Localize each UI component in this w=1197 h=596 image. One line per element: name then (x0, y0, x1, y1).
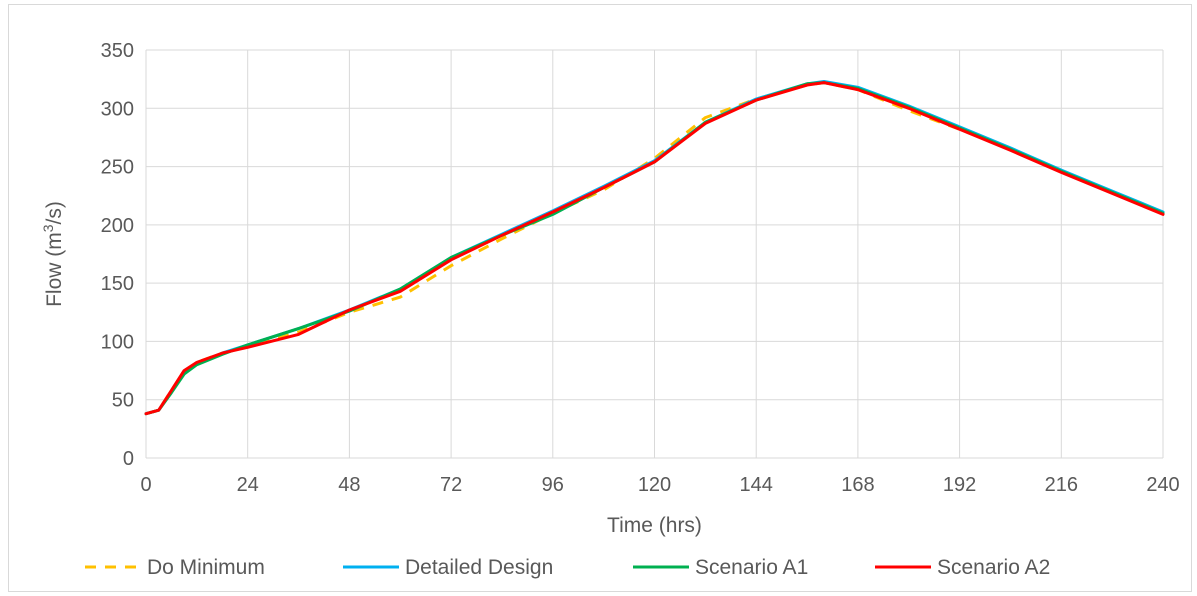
y-tick-label: 50 (112, 390, 134, 412)
y-axis-title-sup: 3 (40, 224, 56, 232)
chart-frame: 0 50 100 150 200 250 300 350 0 24 48 72 96 120 144 168 1… (8, 4, 1192, 592)
axes: 0 50 100 150 200 250 300 350 0 24 48 72 96 120 144 168 1… (101, 40, 1180, 496)
x-axis-title: Time (hrs) (607, 514, 702, 537)
x-tick-label: 144 (740, 474, 773, 496)
legend-label: Detailed Design (405, 556, 553, 579)
y-axis-title-pre: Flow (m (43, 232, 66, 307)
flow-chart: 0 50 100 150 200 250 300 350 0 24 48 72 96 120 144 168 1… (40, 40, 1180, 579)
x-tick-label: 72 (440, 474, 462, 496)
legend: Do Minimum Detailed Design Scenario A1 Scen… (85, 556, 1050, 579)
x-tick-label: 240 (1146, 474, 1179, 496)
legend-label: Do Minimum (147, 556, 265, 579)
x-tick-label: 216 (1045, 474, 1078, 496)
y-tick-label: 0 (123, 448, 134, 470)
y-tick-label: 200 (101, 215, 134, 237)
x-tick-label: 0 (140, 474, 151, 496)
y-tick-label: 150 (101, 273, 134, 295)
y-tick-label: 250 (101, 157, 134, 179)
x-tick-label: 48 (338, 474, 360, 496)
gridlines (145, 49, 1164, 459)
series-lines (144, 80, 1165, 416)
x-tick-label: 192 (943, 474, 976, 496)
x-tick-label: 120 (638, 474, 671, 496)
x-tick-label: 168 (841, 474, 874, 496)
legend-label: Scenario A1 (695, 556, 808, 579)
y-tick-label: 100 (101, 331, 134, 353)
x-tick-label: 96 (542, 474, 564, 496)
y-tick-label: 300 (101, 98, 134, 120)
y-axis-title: Flow (m3/s) (40, 201, 66, 307)
y-axis-title-post: /s) (43, 201, 66, 224)
x-tick-label: 24 (237, 474, 259, 496)
series-line-scenario-a2 (144, 81, 1165, 416)
y-tick-label: 350 (101, 40, 134, 62)
legend-label: Scenario A2 (937, 556, 1050, 579)
